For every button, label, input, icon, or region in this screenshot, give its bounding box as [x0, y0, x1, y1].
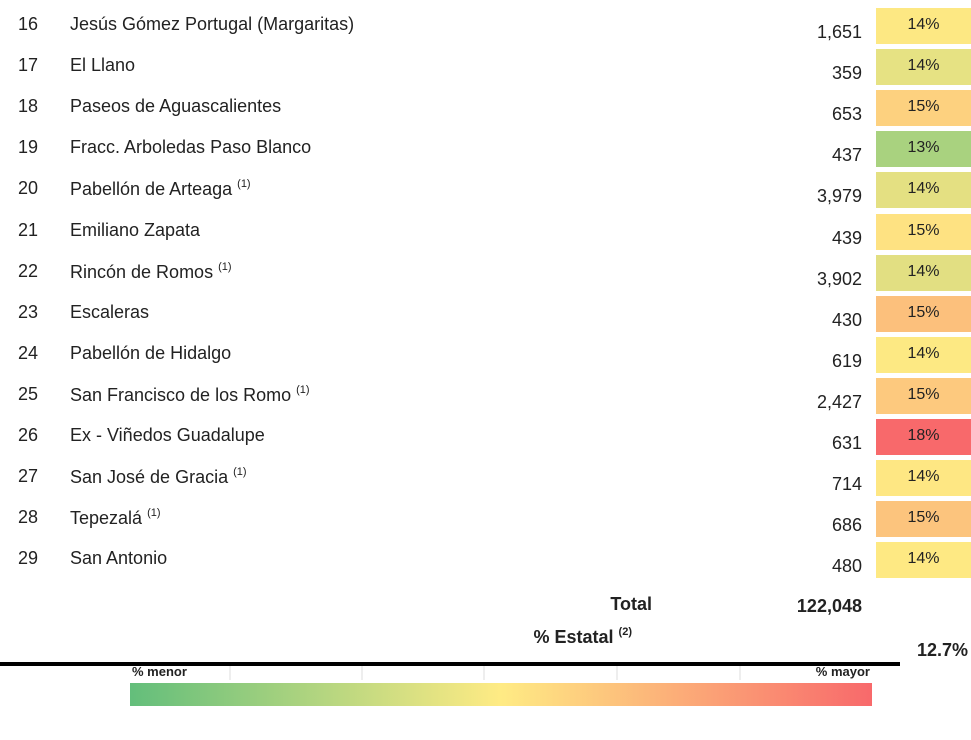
pct-cell: 14% — [876, 49, 971, 86]
legend-low: % menor — [132, 664, 187, 679]
row-note: (1) — [237, 178, 251, 191]
row-number: 23 — [18, 301, 39, 322]
row-name-text: Rincón de Romos — [70, 261, 214, 282]
estatal-label: % Estatal (2) — [533, 626, 632, 648]
row-name-text: Escaleras — [70, 301, 150, 322]
pct-cell: 14% — [876, 460, 971, 497]
row-value: 2,427 — [816, 391, 862, 412]
row-number: 20 — [18, 178, 39, 199]
row-name-text: Pabellón de Hidalgo — [70, 342, 232, 363]
row-value: 480 — [831, 556, 862, 577]
row-value: 3,902 — [816, 268, 862, 289]
row-name: Pabellón de Hidalgo — [70, 343, 231, 364]
row-value: 631 — [831, 433, 862, 453]
row-note: (1) — [296, 383, 310, 396]
pct-cell: 15% — [876, 90, 971, 127]
row-number: 18 — [18, 96, 39, 117]
row-number: 19 — [18, 137, 39, 158]
legend-high: % mayor — [815, 664, 870, 679]
row-number: 17 — [18, 55, 39, 76]
row-number: 24 — [18, 342, 39, 363]
pct-cell: 14% — [876, 172, 971, 209]
row-name: Tepezalá (1) — [70, 507, 161, 529]
row-number: 22 — [18, 260, 39, 281]
row-number: 28 — [18, 507, 39, 528]
estatal-value: 12.7% — [916, 640, 968, 660]
row-name-text: San Francisco de los Romo — [70, 384, 292, 405]
row-name: Escaleras — [70, 302, 149, 323]
pct-cell: 15% — [876, 295, 971, 332]
pct-cell: 15% — [876, 377, 971, 414]
row-name: San Francisco de los Romo (1) — [70, 384, 310, 406]
row-value: 439 — [831, 227, 862, 248]
row-note: (1) — [147, 507, 161, 520]
row-name: Ex - Viñedos Guadalupe — [70, 425, 265, 446]
row-note: (1) — [218, 260, 232, 273]
row-name-text: Jesús Gómez Portugal (Margaritas) — [70, 14, 355, 34]
row-note: (1) — [233, 466, 247, 479]
row-number: 25 — [18, 383, 39, 404]
row-value: 653 — [831, 104, 862, 125]
row-number: 26 — [18, 425, 39, 445]
row-name: El Llano — [70, 55, 135, 76]
row-number: 16 — [18, 14, 39, 34]
row-value: 686 — [831, 515, 862, 536]
total-value: 122,048 — [796, 596, 862, 616]
divider — [0, 662, 900, 666]
estatal-note: (2) — [618, 626, 632, 638]
row-name-text: San Antonio — [70, 548, 168, 569]
row-value: 714 — [831, 474, 862, 495]
pct-cell: 18% — [876, 419, 971, 455]
estatal-text: % Estatal — [533, 627, 614, 647]
row-name: San José de Gracia (1) — [70, 466, 247, 488]
total-label: Total — [610, 594, 652, 614]
row-name-text: Tepezalá — [70, 508, 143, 529]
row-name: Emiliano Zapata — [70, 220, 200, 241]
pct-cell: 14% — [876, 336, 971, 373]
pct-cell: 13% — [876, 131, 971, 168]
row-name-text: Pabellón de Arteaga — [70, 179, 233, 200]
row-name: San Antonio — [70, 548, 167, 569]
row-name-text: Ex - Viñedos Guadalupe — [70, 425, 265, 445]
row-name-text: San José de Gracia — [70, 467, 229, 488]
row-name-text: El Llano — [70, 55, 136, 76]
row-name: Paseos de Aguascalientes — [70, 96, 281, 117]
pct-cell: 14% — [876, 8, 971, 44]
row-value: 619 — [831, 350, 862, 371]
row-value: 1,651 — [816, 22, 862, 42]
row-name-text: Fracc. Arboledas Paso Blanco — [70, 137, 312, 158]
row-name-text: Paseos de Aguascalientes — [70, 96, 282, 117]
pct-cell: 15% — [876, 213, 971, 250]
row-value: 437 — [831, 145, 862, 166]
row-value: 359 — [831, 63, 862, 84]
row-number: 21 — [18, 219, 39, 240]
row-name: Rincón de Romos (1) — [70, 261, 232, 283]
row-number: 27 — [18, 466, 39, 487]
row-name: Pabellón de Arteaga (1) — [70, 178, 251, 200]
pct-cell: 15% — [876, 501, 971, 538]
legend-ticks — [130, 666, 872, 706]
row-value: 430 — [831, 309, 862, 330]
pct-cell: 14% — [876, 254, 971, 291]
row-name-text: Emiliano Zapata — [70, 219, 201, 240]
row-name: Fracc. Arboledas Paso Blanco — [70, 137, 311, 158]
pct-cell: 14% — [876, 542, 971, 579]
row-name: Jesús Gómez Portugal (Margaritas) — [70, 14, 354, 35]
row-number: 29 — [18, 548, 39, 569]
row-value: 3,979 — [816, 186, 862, 207]
